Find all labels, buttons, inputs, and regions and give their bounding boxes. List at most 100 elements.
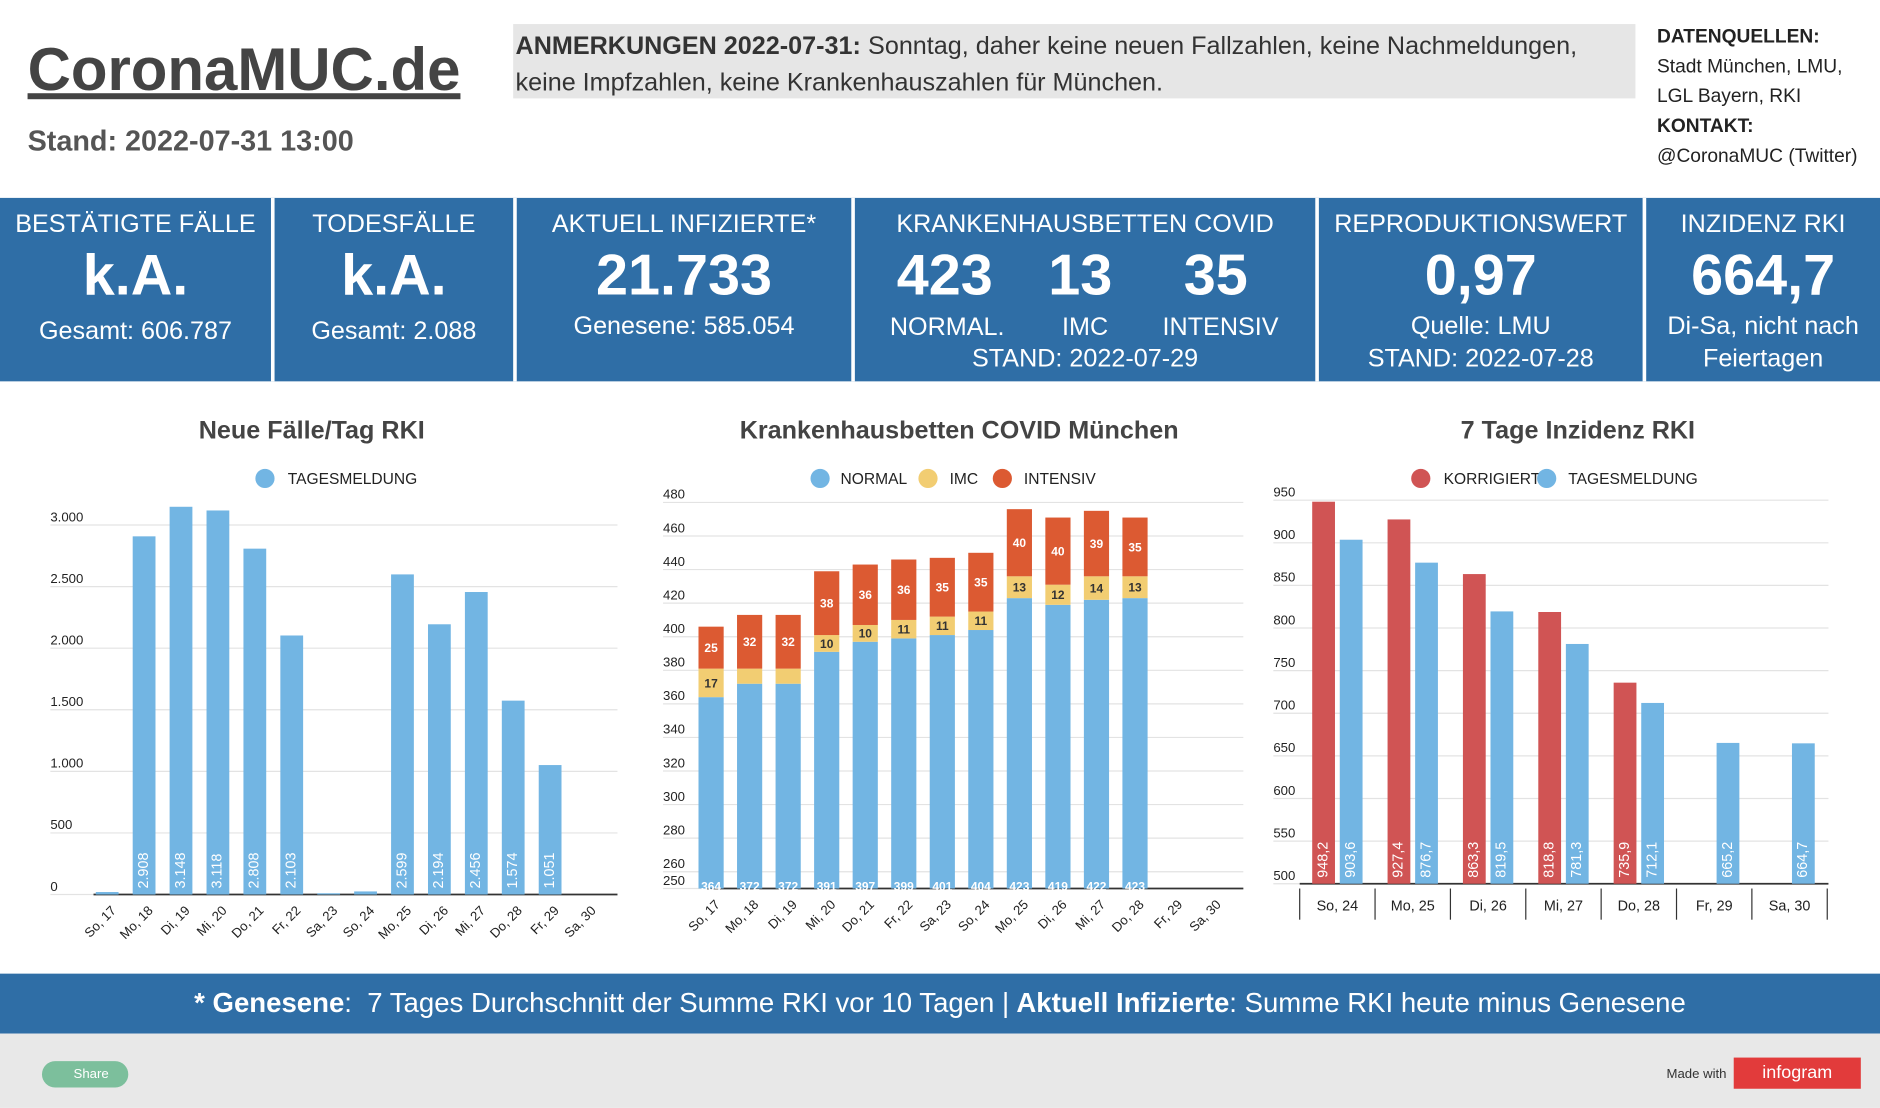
bar-segment — [775, 668, 801, 684]
kpi-title: KRANKENHAUSBETTEN COVID — [896, 210, 1273, 238]
value-label: 32 — [781, 635, 795, 649]
kpi-note: STAND: 2022-07-28 — [1368, 344, 1594, 372]
brand-box[interactable] — [1733, 1057, 1861, 1089]
y-tick-label: 280 — [663, 822, 685, 837]
made-with: Made with — [1666, 1066, 1726, 1081]
kpi-note: Quelle: LMU — [1411, 312, 1551, 340]
y-tick-label: 850 — [1273, 570, 1295, 585]
legend-label: TAGESMELDUNG — [1568, 471, 1698, 488]
value-label: 39 — [1090, 537, 1104, 551]
bar-segment — [775, 614, 801, 669]
bar — [1462, 574, 1486, 884]
bar-segment — [814, 635, 840, 652]
notes-label: ANMERKUNGEN 2022-07-31: — [516, 31, 861, 59]
value-label: 397 — [855, 879, 875, 893]
kpi-value-label: IMC — [1062, 313, 1108, 341]
value-label: 372 — [778, 879, 798, 893]
value-label: 25 — [704, 641, 718, 655]
bar — [280, 635, 304, 895]
notes-line: ANMERKUNGEN 2022-07-31: Sonntag, daher ke… — [516, 31, 1578, 59]
value-label: 391 — [817, 879, 837, 893]
kpi-separator — [270, 197, 275, 382]
y-tick-label: 550 — [1273, 825, 1295, 840]
bar — [1387, 519, 1411, 884]
footer-part: : Summe RKI heute minus Genesene — [1229, 987, 1686, 1018]
value-label: 35 — [1128, 540, 1142, 554]
y-tick-label: 400 — [663, 621, 685, 636]
value-label: 665,2 — [1720, 842, 1736, 878]
kpi-value: 13 — [1048, 244, 1112, 308]
footer-band — [0, 973, 1880, 1034]
share-label[interactable]: Share — [74, 1066, 109, 1081]
x-tick-label: Mi, 27 — [1544, 898, 1583, 914]
value-label: 13 — [1128, 581, 1142, 595]
legend-label: NORMAL — [840, 471, 907, 488]
bar-segment — [737, 614, 763, 669]
chart-title: Neue Fälle/Tag RKI — [199, 416, 425, 444]
notes-box — [513, 24, 1636, 99]
value-label: 423 — [1125, 879, 1145, 893]
y-tick-label: 900 — [1273, 527, 1295, 542]
bar-segment — [852, 641, 878, 889]
y-tick-label: 440 — [663, 554, 685, 569]
value-label: 819,5 — [1494, 842, 1510, 878]
value-label: 14 — [1090, 581, 1104, 595]
y-tick-label: 380 — [663, 655, 685, 670]
value-label: 401 — [932, 879, 952, 893]
value-label: 10 — [859, 627, 873, 641]
kpi-title: BESTÄTIGTE FÄLLE — [15, 210, 255, 238]
y-tick-label: 340 — [663, 722, 685, 737]
footer-part: * Genesene — [194, 987, 344, 1018]
bar-segment — [891, 619, 917, 639]
bar-segment — [1083, 576, 1110, 600]
kpi-separator — [1315, 197, 1319, 382]
share-button[interactable] — [41, 1061, 129, 1088]
value-label: 36 — [859, 588, 873, 602]
value-label: 1.051 — [542, 853, 558, 889]
bar-segment — [929, 557, 955, 617]
bar — [427, 624, 451, 895]
legend-label: INTENSIV — [1024, 471, 1096, 488]
kpi-value: k.A. — [341, 244, 447, 308]
value-label: 3.148 — [173, 853, 189, 889]
bar-segment — [968, 552, 994, 612]
bar-segment — [698, 626, 724, 669]
kpi-band — [0, 197, 1880, 382]
y-tick-label: 2.500 — [50, 571, 83, 586]
bottom-bar — [0, 1033, 1880, 1108]
bar — [391, 574, 414, 895]
kpi-value: 0,97 — [1425, 244, 1537, 308]
value-label: 2.599 — [394, 853, 410, 889]
kpi-value: 423 — [897, 244, 993, 308]
value-label: 11 — [897, 623, 910, 637]
site-title[interactable]: CoronaMUC.de — [28, 36, 461, 103]
value-label: 38 — [820, 597, 834, 611]
x-tick-label: Sa, 30 — [1769, 898, 1811, 914]
value-label: 712,1 — [1644, 842, 1660, 878]
legend-marker — [1411, 468, 1431, 489]
y-tick-label: 1.000 — [50, 756, 83, 771]
kpi-value-label: INTENSIV — [1163, 313, 1279, 341]
y-tick-label: 480 — [663, 487, 685, 502]
bar-segment — [852, 624, 878, 642]
bar — [95, 892, 119, 895]
bar-segment — [968, 611, 994, 631]
brand[interactable]: infogram — [1762, 1062, 1832, 1082]
source-line: Stadt München, LMU, — [1657, 56, 1842, 77]
bar — [1312, 501, 1335, 884]
bar-segment — [891, 638, 917, 889]
y-tick-label: 800 — [1273, 612, 1295, 627]
footer-part: : 7 Tages Durchschnitt der Summe RKI vor… — [344, 987, 1009, 1018]
kpi-note: Feiertagen — [1703, 344, 1823, 372]
legend-marker — [1537, 468, 1557, 489]
y-tick-label: 320 — [663, 755, 685, 770]
y-tick-label: 500 — [1273, 868, 1295, 883]
kpi-value: k.A. — [83, 244, 189, 308]
bar-segment — [1045, 584, 1071, 605]
value-label: 818,8 — [1541, 842, 1557, 878]
x-tick-label: Do, 28 — [1618, 898, 1660, 914]
legend-label: KORRIGIERT — [1444, 471, 1541, 488]
kpi-value: 664,7 — [1691, 244, 1835, 308]
legend-marker — [810, 468, 830, 489]
